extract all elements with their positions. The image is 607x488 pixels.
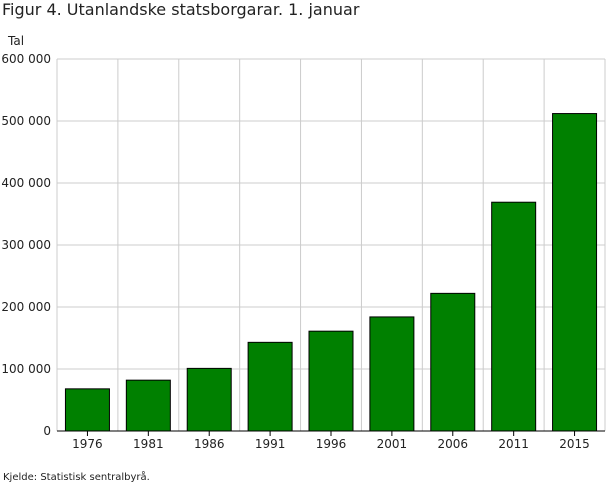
y-tick-label: 600 000 — [1, 52, 51, 66]
chart-title: Figur 4. Utanlandske statsborgarar. 1. j… — [2, 0, 360, 19]
x-tick-label: 2001 — [377, 437, 408, 451]
y-tick-label: 200 000 — [1, 300, 51, 314]
x-tick-label: 1976 — [72, 437, 103, 451]
bar-2011 — [491, 201, 537, 432]
bar-1991 — [247, 341, 293, 432]
y-tick-label: 300 000 — [1, 238, 51, 252]
x-tick-label: 1991 — [255, 437, 286, 451]
x-tick-label: 1981 — [133, 437, 164, 451]
x-tick-label: 2006 — [438, 437, 469, 451]
y-tick-label: 400 000 — [1, 176, 51, 190]
axes — [57, 430, 605, 436]
x-tick-label: 1986 — [194, 437, 225, 451]
bar-1981 — [125, 379, 171, 432]
tick-labels: 0 100 000 200 000 300 000 400 000 500 000 600 … — [1, 52, 589, 451]
x-tick-label: 2015 — [559, 437, 590, 451]
x-tick-label: 2011 — [498, 437, 529, 451]
x-tick-label: 1996 — [316, 437, 347, 451]
y-tick-label: 100 000 — [1, 362, 51, 376]
y-tick-label: 500 000 — [1, 114, 51, 128]
y-tick-label: 0 — [43, 424, 51, 438]
bar-2015 — [552, 113, 598, 432]
bars — [64, 113, 598, 432]
bar-1996 — [308, 330, 354, 432]
bar-1986 — [186, 367, 232, 432]
bar-2001 — [369, 316, 415, 432]
bar-2006 — [430, 292, 476, 432]
bar-1976 — [64, 388, 110, 432]
source-note: Kjelde: Statistisk sentralbyrå. — [3, 472, 150, 483]
y-axis-label: Tal — [8, 34, 25, 48]
